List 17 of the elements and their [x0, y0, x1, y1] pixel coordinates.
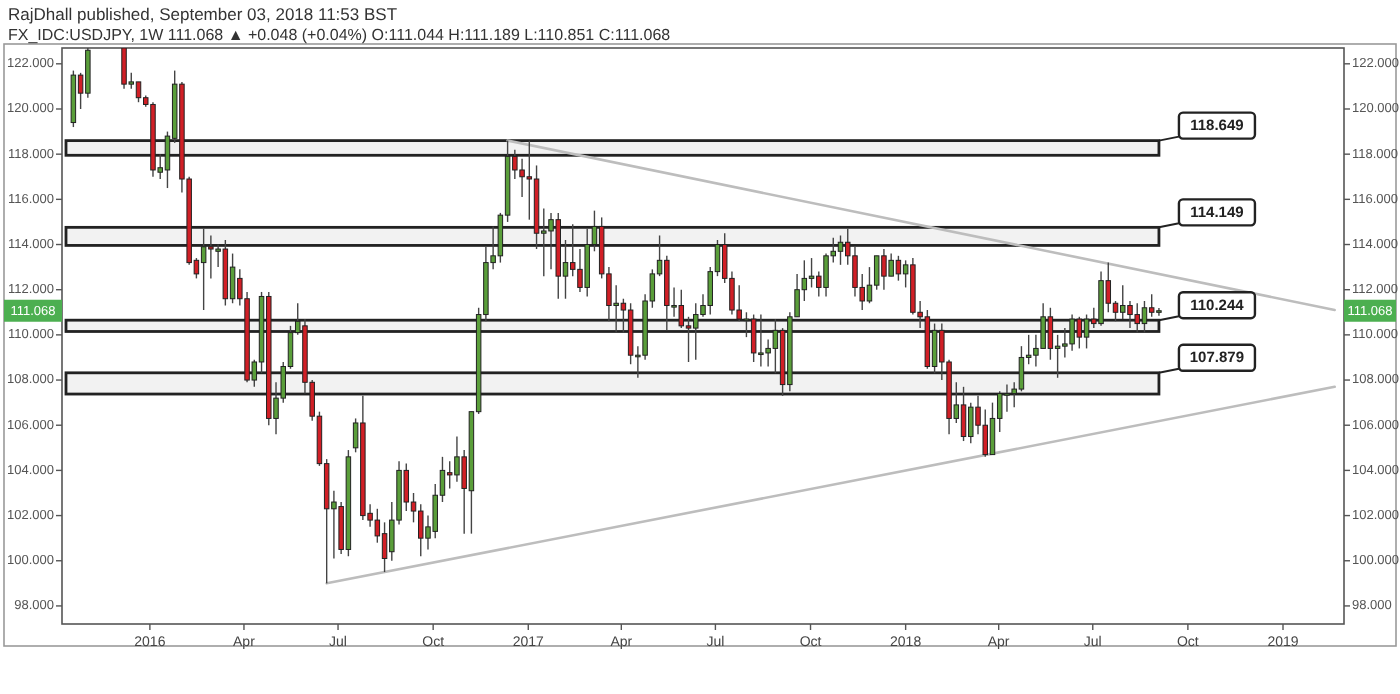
candlestick	[454, 435, 460, 483]
candlestick	[895, 255, 902, 282]
candlestick	[418, 503, 424, 557]
candlestick	[121, 48, 127, 90]
candlestick	[888, 252, 894, 277]
candlestick	[446, 460, 453, 490]
chart-subtitle: FX_IDC:USDJPY, 1W 111.068 ▲ +0.048 (+0.04%) O:111.044 H:111.189 L:110.851 C:111.068	[8, 26, 672, 44]
candlestick	[229, 252, 236, 304]
candlestick	[823, 252, 829, 298]
candlestick	[808, 257, 815, 289]
chart-title: RajDhall published, September 03, 2018 11:53 BST	[8, 4, 398, 24]
candlestick	[381, 521, 388, 573]
candlestick	[135, 81, 142, 103]
candlestick	[85, 48, 91, 99]
candlestick	[968, 401, 974, 444]
candlestick	[989, 401, 996, 456]
candlestick	[70, 69, 77, 128]
